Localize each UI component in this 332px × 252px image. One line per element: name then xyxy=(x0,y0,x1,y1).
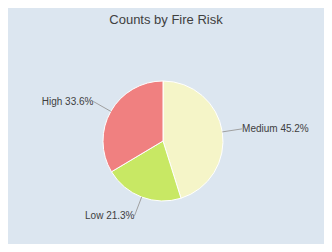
html-text:Counts by Fire Risk: Counts by Fire Risk xyxy=(109,12,223,27)
svg-text:Low 21.3%: Low 21.3% xyxy=(85,210,135,221)
svg-text:Medium 45.2%: Medium 45.2% xyxy=(242,123,309,134)
svg-text:High 33.6%: High 33.6% xyxy=(42,96,94,107)
